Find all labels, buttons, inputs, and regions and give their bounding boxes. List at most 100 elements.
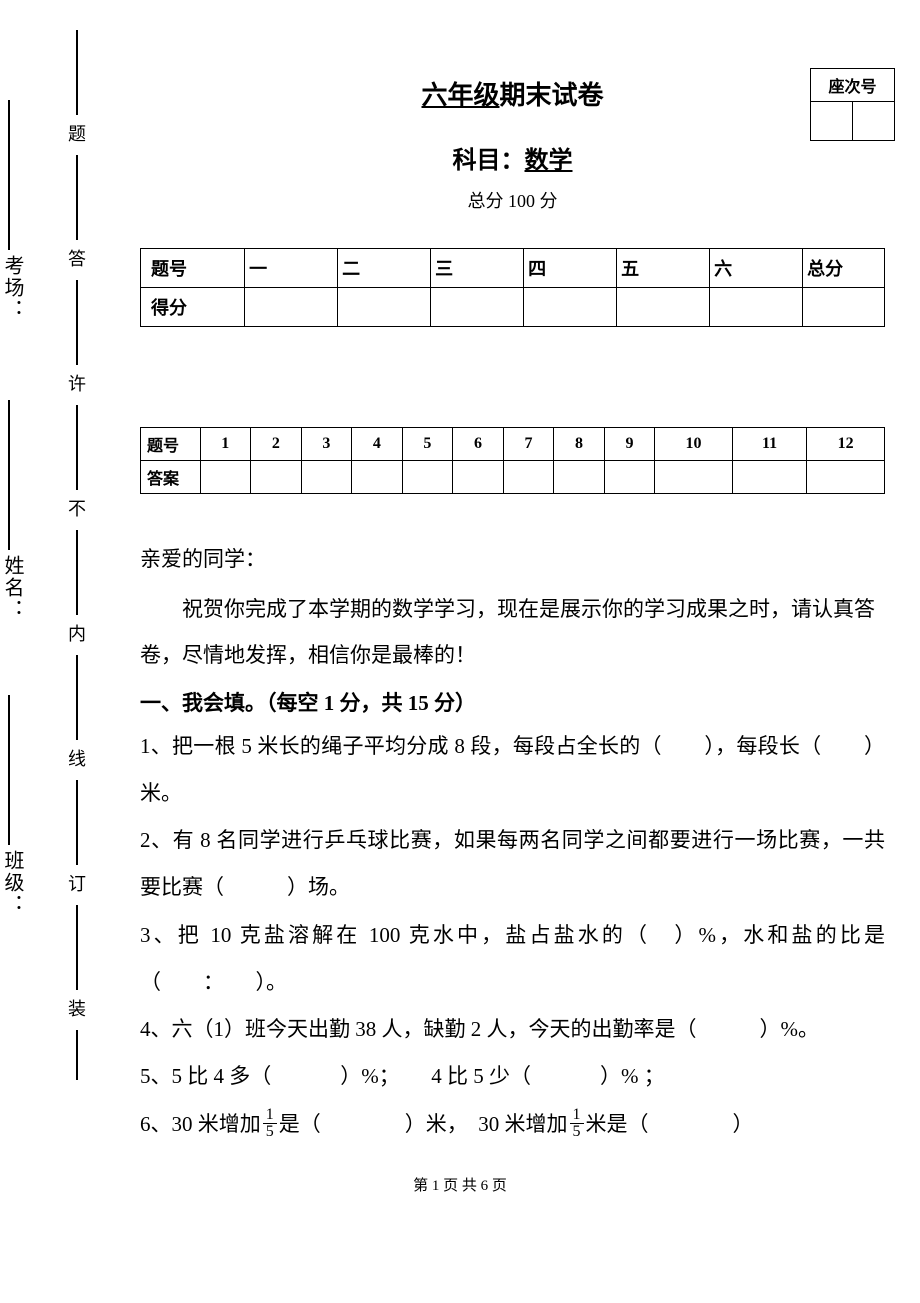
q5-part-b: ）%； [340, 1064, 389, 1088]
binding-seg [76, 905, 78, 990]
congrats-text: 祝贺你完成了本学期的数学学习，现在是展示你的学习成果之时，请认真答卷，尽情地发挥… [140, 586, 885, 678]
title-suffix: 期末试卷 [500, 81, 604, 110]
binding-char: 内 [68, 620, 86, 646]
binding-seg [76, 780, 78, 865]
info-label-class: 班级： [0, 850, 27, 916]
answer-num: 8 [554, 428, 605, 461]
blank-dots [531, 1064, 600, 1088]
binding-char: 许 [68, 370, 86, 396]
score-col: 四 [524, 249, 617, 288]
binding-column: 题 答 许 不 内 线 订 装 考场： 姓名： 班级： [0, 0, 110, 1080]
score-header: 得分 [141, 288, 245, 327]
frac-num: 1 [570, 1107, 584, 1124]
answer-cell [301, 461, 352, 494]
page-footer: 第 1 页 共 6 页 [0, 1174, 920, 1195]
answer-table: 题号 1 2 3 4 5 6 7 8 9 10 11 12 答案 [140, 427, 885, 494]
score-col: 五 [617, 249, 710, 288]
binding-char: 题 [68, 120, 86, 146]
answer-num: 2 [251, 428, 302, 461]
info-line [8, 695, 10, 845]
score-cell [431, 288, 524, 327]
answer-cell [352, 461, 403, 494]
title-grade: 六年级 [421, 81, 499, 110]
answer-num: 1 [200, 428, 251, 461]
answer-cell [655, 461, 733, 494]
question-4: 4、六（1）班今天出勤 38 人，缺勤 2 人，今天的出勤率是（ ）%。 [140, 1006, 885, 1053]
answer-num: 9 [604, 428, 655, 461]
fraction-icon: 15 [263, 1107, 277, 1140]
score-cell [524, 288, 617, 327]
answer-num: 3 [301, 428, 352, 461]
score-col: 总分 [803, 249, 885, 288]
binding-seg [76, 155, 78, 240]
total-score: 总分 100 分 [140, 187, 885, 213]
answer-cell [453, 461, 504, 494]
table-row: 题号 1 2 3 4 5 6 7 8 9 10 11 12 [141, 428, 885, 461]
section-1-title: 一、我会填。（每空 1 分，共 15 分） [140, 687, 885, 717]
score-col: 二 [338, 249, 431, 288]
q5-part-c: 4 比 5 少（ [431, 1064, 531, 1088]
info-label-room: 考场： [0, 255, 27, 321]
main-content: 六年级期末试卷 科目：数学 总分 100 分 题号 一 二 三 四 五 六 总分… [140, 75, 885, 1148]
score-cell [710, 288, 803, 327]
q5-part-a: 5、5 比 4 多（ [140, 1064, 271, 1088]
subject-line: 科目：数学 [140, 140, 885, 175]
question-2: 2、有 8 名同学进行乒乓球比赛，如果每两名同学之间都要进行一场比赛，一共要比赛… [140, 817, 885, 912]
question-3: 3、把 10 克盐溶解在 100 克水中，盐占盐水的（ ）%，水和盐的比是（ ：… [140, 912, 885, 1007]
answer-header: 答案 [141, 461, 201, 494]
question-5: 5、5 比 4 多（ ）%； 4 比 5 少（ ）% ； [140, 1053, 885, 1100]
frac-num: 1 [263, 1107, 277, 1124]
answer-cell [200, 461, 251, 494]
info-line [8, 400, 10, 550]
binding-seg [76, 655, 78, 740]
binding-seg [76, 530, 78, 615]
answer-cell [807, 461, 885, 494]
answer-num: 12 [807, 428, 885, 461]
score-cell [617, 288, 710, 327]
answer-cell [402, 461, 453, 494]
score-cell [803, 288, 885, 327]
greeting: 亲爱的同学： [140, 536, 885, 582]
binding-seg [76, 405, 78, 490]
question-1: 1、把一根 5 米长的绳子平均分成 8 段，每段占全长的（ ），每段长（ ）米。 [140, 723, 885, 818]
table-row: 题号 一 二 三 四 五 六 总分 [141, 249, 885, 288]
score-col: 六 [710, 249, 803, 288]
binding-seg [76, 280, 78, 365]
answer-cell [554, 461, 605, 494]
frac-den: 5 [263, 1124, 277, 1140]
answer-num: 7 [503, 428, 554, 461]
answer-cell [251, 461, 302, 494]
binding-char: 不 [68, 495, 86, 521]
frac-den: 5 [570, 1124, 584, 1140]
answer-num: 6 [453, 428, 504, 461]
subject-value: 数学 [525, 148, 573, 174]
answer-num: 10 [655, 428, 733, 461]
q6-part-a: 6、30 米增加 [140, 1112, 261, 1136]
table-row: 答案 [141, 461, 885, 494]
answer-header: 题号 [141, 428, 201, 461]
q5-part-d: ）% ； [600, 1064, 665, 1088]
binding-seg [76, 1030, 78, 1080]
score-cell [338, 288, 431, 327]
question-6: 6、30 米增加15是（ ）米， 30 米增加15米是（ ） [140, 1101, 885, 1148]
answer-cell [732, 461, 807, 494]
answer-num: 11 [732, 428, 807, 461]
blank-dots [271, 1064, 340, 1088]
answer-num: 4 [352, 428, 403, 461]
subject-label: 科目： [453, 148, 525, 174]
score-table: 题号 一 二 三 四 五 六 总分 得分 [140, 248, 885, 327]
score-cell [245, 288, 338, 327]
answer-cell [503, 461, 554, 494]
table-row: 得分 [141, 288, 885, 327]
answer-cell [604, 461, 655, 494]
binding-char: 装 [68, 995, 86, 1021]
score-col: 一 [245, 249, 338, 288]
answer-num: 5 [402, 428, 453, 461]
q6-part-c: 米是（ ） [586, 1112, 754, 1136]
score-col: 三 [431, 249, 524, 288]
binding-char: 订 [68, 870, 86, 896]
binding-char: 答 [68, 245, 86, 271]
q6-part-b: 是（ ）米， 30 米增加 [279, 1112, 568, 1136]
info-label-name: 姓名： [0, 555, 27, 621]
binding-seg [76, 30, 78, 115]
